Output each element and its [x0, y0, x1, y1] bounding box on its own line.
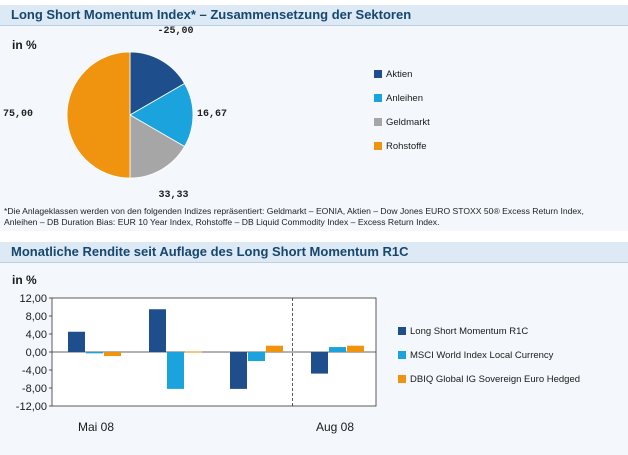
sector-panel: in % -25,00 16,67 33,33 75,00 Aktien Anleihe…: [0, 26, 628, 231]
pie-legend-item: Rohstoffe: [374, 140, 427, 152]
y-tick-label: 4,00: [26, 329, 47, 341]
bar-legend-item: Long Short Momentum R1C: [398, 325, 528, 337]
bar-1-2: [248, 352, 265, 361]
legend-swatch: [374, 118, 382, 126]
legend-label: Rohstoffe: [386, 140, 427, 152]
pie-slice-rohstoffe: [66, 51, 131, 179]
y-tick-label: 8,00: [26, 311, 47, 323]
y-tick-label: 0,00: [26, 347, 47, 359]
bar-0-2: [230, 352, 247, 389]
bar-2-3: [347, 345, 364, 352]
pie-slice-anleihen: [129, 82, 194, 148]
legend-label: MSCI World Index Local Currency: [410, 349, 554, 361]
bar-1-1: [167, 352, 184, 389]
footnote: *Die Anlageklassen werden von den folgen…: [4, 206, 584, 227]
bar-legend-item: MSCI World Index Local Currency: [398, 349, 553, 361]
legend-label: Geldmarkt: [386, 116, 430, 128]
y-tick-label: -4,00: [22, 365, 47, 377]
bar-unit-label: in %: [12, 273, 37, 287]
legend-label: Long Short Momentum R1C: [410, 325, 529, 337]
pie-chart: [66, 51, 194, 179]
returns-header: Monatliche Rendite seit Auflage des Long…: [0, 242, 628, 263]
legend-label: Anleihen: [386, 92, 423, 104]
x-tick-label: Mai 08: [78, 420, 114, 434]
pie-value-label: 33,33: [158, 190, 189, 202]
bar-1-3: [329, 347, 346, 352]
bar-0-0: [68, 331, 85, 352]
y-tick-label: -8,00: [22, 383, 47, 395]
legend-swatch: [398, 375, 406, 383]
legend-label: DBIQ Global IG Sovereign Euro Hedged: [410, 373, 581, 385]
bar-legend-item: DBIQ Global IG Sovereign Euro Hedged: [398, 373, 580, 385]
y-tick-label: 12,00: [19, 293, 47, 305]
x-tick-label: Aug 08: [316, 420, 354, 434]
legend-swatch: [398, 327, 406, 335]
bar-0-1: [149, 309, 166, 352]
bar-chart: 12,00 8,00 4,00 0,00 -4,00 -8,00 -12,00 Mai 08 A…: [16, 293, 377, 434]
bar-2-2: [266, 345, 283, 352]
bar-2-0: [104, 352, 121, 357]
legend-swatch: [374, 94, 382, 102]
legend-swatch: [374, 142, 382, 150]
pie-slice-aktien: [129, 51, 186, 116]
legend-swatch: [398, 351, 406, 359]
bar-1-0: [86, 352, 103, 354]
pie-unit-label: in %: [12, 38, 37, 52]
pie-value-label: -25,00: [157, 26, 194, 38]
pie-legend-item: Aktien: [374, 68, 412, 80]
legend-swatch: [374, 70, 382, 78]
pie-value-label: 75,00: [3, 109, 34, 120]
sector-title: Long Short Momentum Index* – Zusammenset…: [11, 7, 412, 22]
pie-legend-item: Anleihen: [374, 92, 423, 104]
returns-panel: in % 12,00 8,00 4,00 0,00 -4,00 -8,00 -12,00 Ma…: [0, 263, 628, 455]
pie-slice-geldmarkt: [129, 114, 186, 179]
bar-2-1: [185, 351, 202, 353]
returns-title: Monatliche Rendite seit Auflage des Long…: [11, 244, 409, 259]
sector-header: Long Short Momentum Index* – Zusammenset…: [0, 5, 628, 26]
y-tick-label: -12,00: [16, 401, 47, 413]
pie-legend-item: Geldmarkt: [374, 116, 430, 128]
pie-value-label: 16,67: [197, 109, 228, 120]
bar-0-3: [311, 352, 328, 374]
legend-label: Aktien: [386, 68, 413, 80]
